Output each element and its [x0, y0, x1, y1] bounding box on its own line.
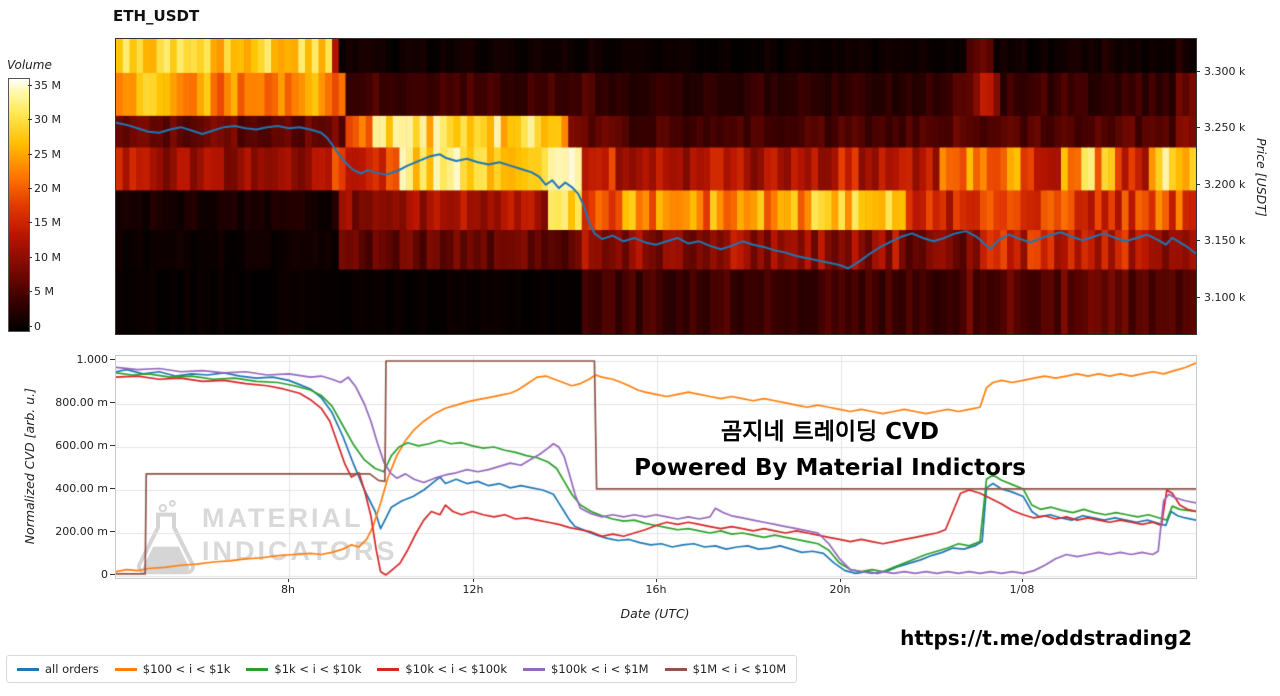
overlay-branding: 곰지네 트레이딩 CVD Powered By Material Indicto…: [620, 414, 1040, 486]
overlay-korean-title: 곰지네 트레이딩 CVD: [721, 419, 939, 445]
colorbar-tick-label: 20 M: [28, 182, 61, 195]
x-tick-label: 20h: [805, 578, 875, 596]
legend-label: all orders: [45, 662, 99, 676]
x-tick-label: 16h: [621, 578, 691, 596]
legend-item-1M-10M: $1M < i < $10M: [664, 662, 787, 676]
telegram-url: https://t.me/oddstrading2: [900, 626, 1192, 650]
x-axis-title: Date (UTC): [620, 606, 690, 621]
colorbar-tick-label: 0: [28, 320, 41, 333]
volume-colorbar: [8, 78, 30, 332]
legend-line-sample: [114, 667, 137, 671]
price-tick-label: 3.200 k: [1194, 178, 1246, 191]
price-tick-label: 3.150 k: [1194, 234, 1246, 247]
cvd-tick-label: 400.00 m: [36, 482, 115, 495]
cvd-tick-label: 200.00 m: [36, 525, 115, 538]
legend-line-sample: [246, 667, 269, 671]
colorbar-tick-label: 35 M: [28, 79, 61, 92]
x-tick-label: 12h: [438, 578, 508, 596]
overlay-powered-by: Powered By Material Indictors: [634, 455, 1026, 481]
cvd-tick-label: 0: [36, 568, 115, 581]
colorbar-title: Volume: [7, 58, 52, 72]
legend-item-1k-10k: $1k < i < $10k: [246, 662, 361, 676]
legend-label: $1M < i < $10M: [692, 662, 787, 676]
legend-label: $100k < i < $1M: [551, 662, 649, 676]
price-tick-label: 3.100 k: [1194, 291, 1246, 304]
liquidity-heatmap-canvas: [115, 38, 1197, 335]
legend-item-10k-100k: $10k < i < $100k: [377, 662, 507, 676]
x-tick-label: 1/08: [987, 578, 1057, 596]
legend-item-100k-1M: $100k < i < $1M: [523, 662, 649, 676]
legend-line-sample: [17, 667, 39, 671]
legend-item-all-orders: all orders: [17, 662, 99, 676]
legend-line-sample: [664, 667, 687, 671]
legend-item-100-1k: $100 < i < $1k: [114, 662, 231, 676]
cvd-tick-label: 600.00 m: [36, 439, 115, 452]
cvd-tick-label: 1.000: [36, 353, 115, 366]
price-tick-label: 3.300 k: [1194, 65, 1246, 78]
colorbar-tick-label: 5 M: [28, 285, 54, 298]
cvd-chart-canvas: [115, 355, 1197, 579]
legend: all orders $100 < i < $1k $1k < i < $10k…: [6, 655, 798, 683]
colorbar-tick-label: 10 M: [28, 251, 61, 264]
cvd-y-axis-title: Normalized CVD [arb. u.]: [22, 388, 37, 545]
colorbar-tick-label: 15 M: [28, 216, 61, 229]
legend-label: $10k < i < $100k: [405, 662, 508, 676]
x-tick-label: 8h: [253, 578, 323, 596]
legend-label: $100 < i < $1k: [142, 662, 231, 676]
colorbar-tick-label: 25 M: [28, 148, 61, 161]
cvd-tick-label: 800.00 m: [36, 396, 115, 409]
colorbar-tick-label: 30 M: [28, 113, 61, 126]
legend-label: $1k < i < $10k: [274, 662, 362, 676]
page-title: ETH_USDT: [113, 7, 200, 25]
price-axis-title: Price [USDT]: [1254, 138, 1269, 217]
legend-line-sample: [523, 667, 546, 671]
legend-line-sample: [377, 667, 400, 671]
price-tick-label: 3.250 k: [1194, 121, 1246, 134]
